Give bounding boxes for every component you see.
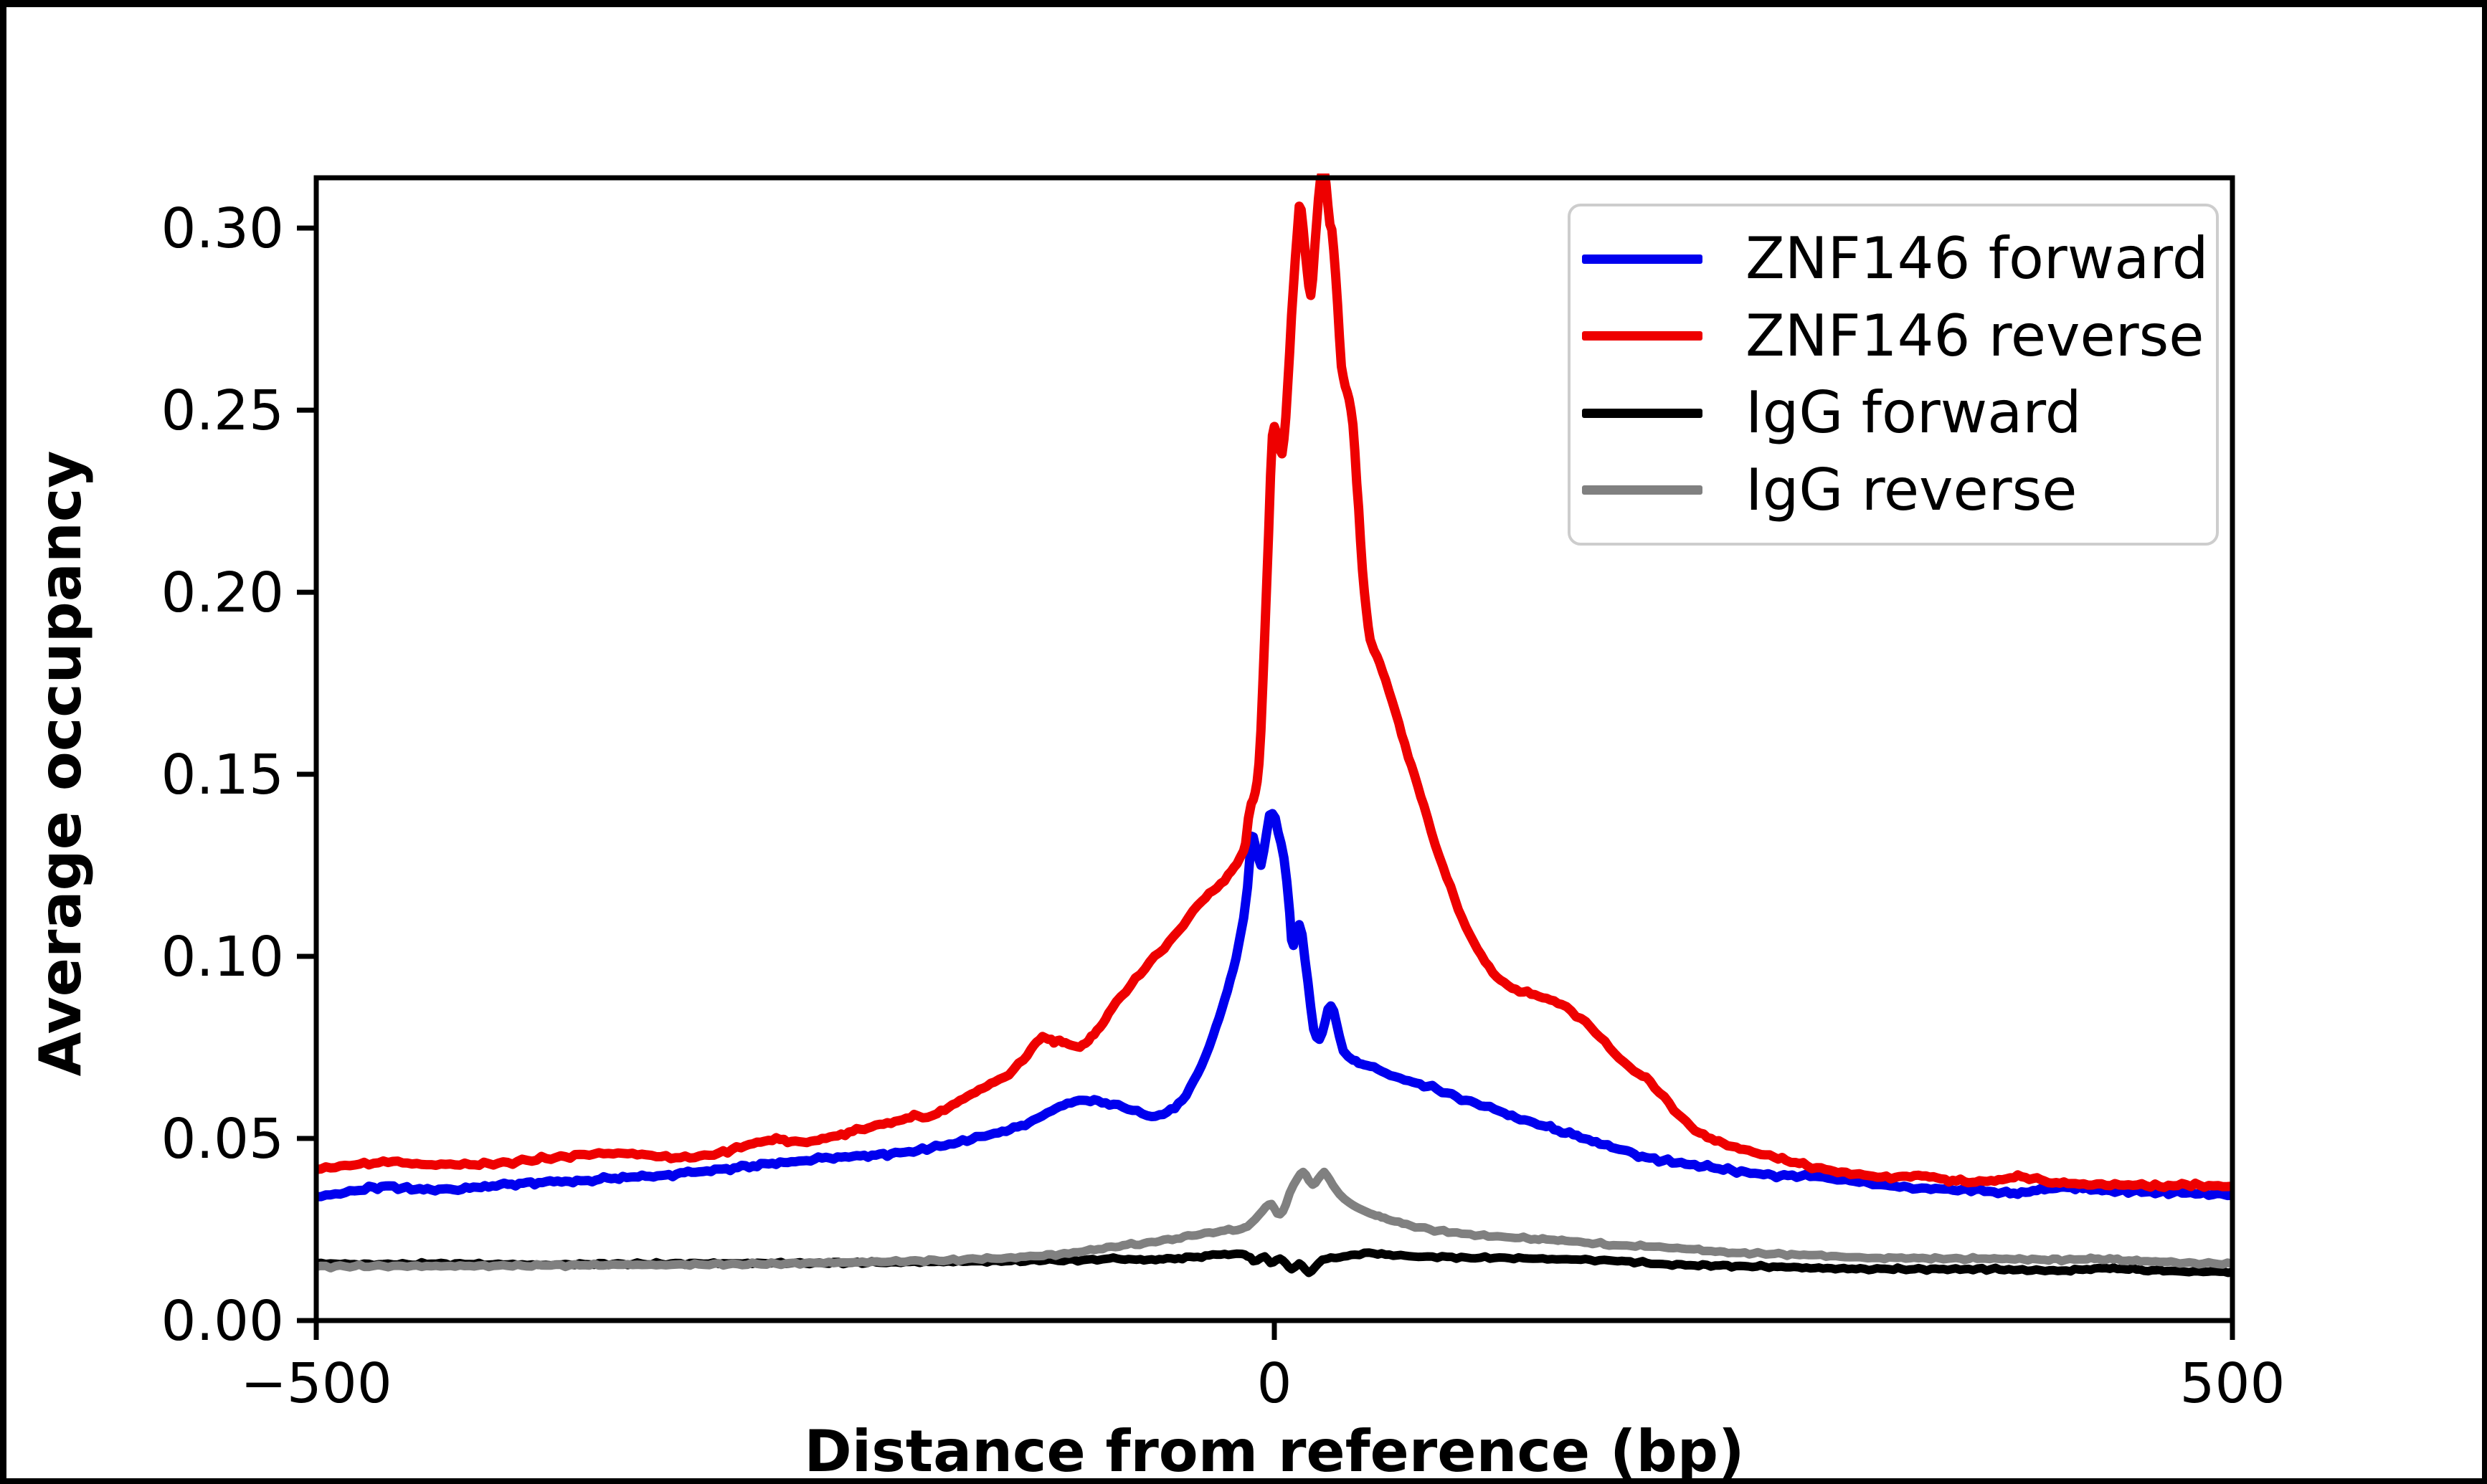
plot-series <box>316 173 2232 1278</box>
x-tick-label: 500 <box>2180 1352 2285 1416</box>
x-tick-label: −500 <box>240 1352 392 1416</box>
x-axis-label: Distance from reference (bp) <box>804 1418 1744 1484</box>
legend-item-znf146-reverse: ZNF146 reverse <box>1582 302 2209 369</box>
series-line-znf146-forward <box>316 809 2232 1202</box>
series-line-igg-reverse <box>316 1167 2232 1273</box>
legend-item-znf146-forward: ZNF146 forward <box>1582 230 2209 287</box>
legend-label: ZNF146 forward <box>1745 225 2209 292</box>
y-tick-label: 0.20 <box>161 561 284 625</box>
legend-label: IgG forward <box>1745 379 2082 447</box>
y-tick-label: 0.30 <box>161 197 284 261</box>
y-axis-label: Average occupancy <box>27 451 94 1077</box>
legend-line-swatch <box>1582 485 1702 495</box>
axis-tick-labels: 0.00 0.05 0.10 0.15 0.20 0.25 0.30 −500 0 500 <box>161 197 2285 1416</box>
y-tick-label: 0.15 <box>161 743 284 807</box>
legend: ZNF146 forward ZNF146 reverse IgG forward I… <box>1568 204 2219 546</box>
x-tick-label: 0 <box>1257 1352 1292 1416</box>
y-tick-label: 0.05 <box>161 1108 284 1171</box>
legend-label: IgG reverse <box>1745 456 2078 523</box>
screen-border-left <box>0 0 6 1484</box>
legend-line-swatch <box>1582 254 1702 264</box>
y-tick-label: 0.25 <box>161 379 284 443</box>
series-line-znf146-reverse <box>316 173 2232 1192</box>
legend-line-swatch <box>1582 408 1702 418</box>
legend-line-swatch <box>1582 331 1702 341</box>
legend-label: ZNF146 reverse <box>1745 302 2204 369</box>
screen-border-right <box>2482 0 2487 1484</box>
legend-item-igg-reverse: IgG reverse <box>1582 456 2209 523</box>
y-tick-label: 0.00 <box>161 1290 284 1354</box>
screen-border-bottom <box>0 1478 2487 1484</box>
legend-item-igg-forward: IgG forward <box>1582 384 2209 442</box>
y-tick-label: 0.10 <box>161 926 284 989</box>
axis-ticks <box>297 225 2235 1340</box>
screen-border-top <box>0 0 2487 7</box>
